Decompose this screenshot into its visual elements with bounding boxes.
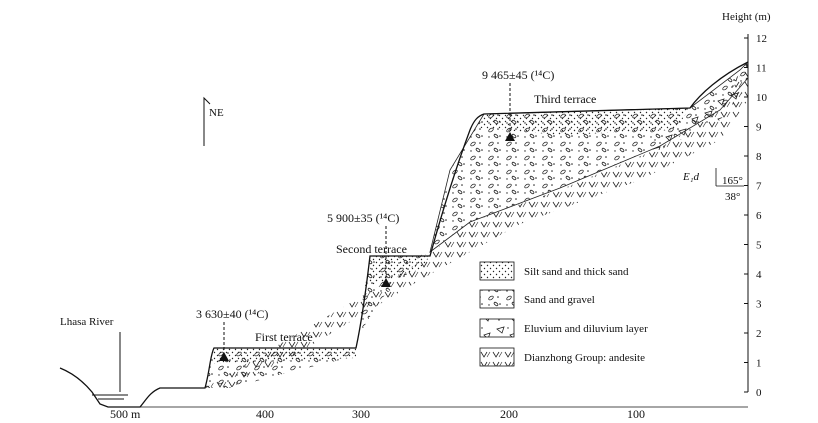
legend-label-sand-gravel: Sand and gravel — [524, 294, 595, 306]
x-tick-400: 400 — [256, 407, 274, 421]
first-terrace-silt — [212, 348, 356, 364]
second-terrace-silt — [368, 256, 430, 286]
legend-label-andesite: Dianzhong Group: andesite — [524, 352, 645, 364]
axis-title: Height (m) — [722, 11, 771, 23]
first-date-label: 3 630±40 (¹⁴C) — [196, 307, 268, 321]
dip-angle-label: 38° — [725, 191, 740, 203]
height-tick-label: 2 — [756, 328, 762, 340]
sample-marker-first — [219, 352, 229, 361]
second-terrace-label: Second terrace — [336, 242, 407, 256]
third-terrace-silt — [480, 108, 690, 135]
height-tick-label: 8 — [756, 151, 762, 163]
height-tick-label: 4 — [756, 269, 762, 281]
legend: Silt sand and thick sand Sand and gravel… — [479, 261, 648, 367]
height-tick-label: 5 — [756, 240, 762, 252]
legend-swatch-silt-sand — [479, 261, 515, 281]
legend-swatch-eluvium — [479, 318, 515, 338]
legend-label-silt-sand: Silt sand and thick sand — [524, 266, 629, 278]
third-terrace-label: Third terrace — [534, 92, 596, 106]
height-tick-label: 12 — [756, 33, 767, 45]
height-tick-label: 1 — [756, 358, 762, 370]
height-tick-label: 9 — [756, 122, 762, 134]
x-tick-100: 100 — [627, 407, 645, 421]
height-tick-label: 7 — [756, 181, 762, 193]
height-tick-label: 10 — [756, 92, 768, 104]
north-arrow-icon — [203, 96, 211, 146]
legend-swatch-andesite — [479, 347, 515, 367]
first-terrace-label: First terrace — [255, 330, 313, 344]
north-label: NE — [209, 107, 224, 119]
legend-swatch-sand-gravel — [479, 289, 515, 309]
third-date-label: 9 465±45 (¹⁴C) — [482, 68, 554, 82]
dip-azimuth-label: 165° — [722, 175, 743, 187]
height-tick-label: 11 — [756, 63, 767, 75]
x-tick-500: 500 m — [110, 407, 141, 421]
andesite-bedrock — [205, 62, 748, 388]
sample-marker-third — [505, 132, 515, 141]
x-tick-200: 200 — [500, 407, 518, 421]
sample-marker-second — [381, 278, 391, 287]
legend-label-eluvium: Eluvium and diluvium layer — [524, 323, 648, 335]
river-label: Lhasa River — [60, 316, 114, 328]
height-tick-label: 6 — [756, 210, 762, 222]
height-tick-label: 0 — [756, 387, 762, 399]
x-tick-300: 300 — [352, 407, 370, 421]
formation-label: E₁d — [682, 171, 700, 183]
height-tick-label: 3 — [756, 299, 762, 311]
second-date-label: 5 900±35 (¹⁴C) — [327, 211, 399, 225]
eluvium-lens — [640, 74, 745, 150]
